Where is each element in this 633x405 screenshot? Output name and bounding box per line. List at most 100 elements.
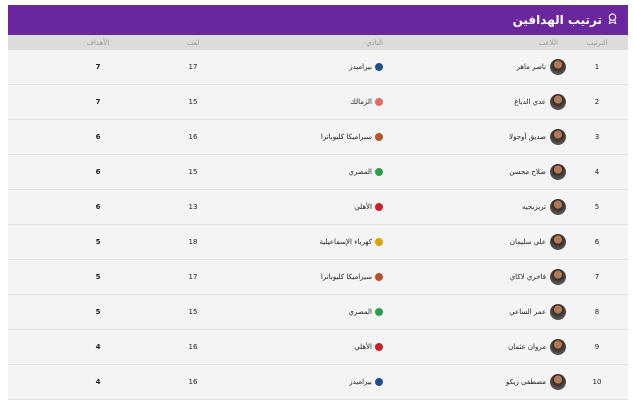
- player[interactable]: ناصر ماهر: [516, 50, 566, 84]
- table-title: ترتيب الهدافين: [8, 5, 628, 35]
- goals: 6: [95, 203, 101, 211]
- club-name[interactable]: المصري: [348, 308, 372, 316]
- player-avatar: [550, 374, 566, 390]
- player[interactable]: تريزيجيه: [522, 190, 566, 224]
- club[interactable]: المصري: [348, 295, 383, 329]
- player[interactable]: فاخري لاكاي: [510, 260, 566, 294]
- club[interactable]: كهرباء الإسماعيلية: [320, 225, 383, 259]
- table-row[interactable]: 4 صلاح محسن المصري 15 6: [8, 155, 628, 190]
- club-logo-icon: [375, 273, 383, 281]
- player[interactable]: عمر الساعي: [509, 295, 566, 329]
- club-name[interactable]: بيراميدز: [349, 63, 372, 71]
- played: 17: [188, 63, 198, 71]
- player-avatar: [550, 59, 566, 75]
- goals: 4: [95, 343, 101, 351]
- club-name[interactable]: كهرباء الإسماعيلية: [319, 238, 372, 246]
- club[interactable]: الزمالك: [350, 85, 383, 119]
- player[interactable]: مروان عثمان: [508, 330, 566, 364]
- goals: 7: [95, 98, 101, 106]
- table-header: الترتيب اللاعب النادي لعب الأهداف: [8, 35, 628, 50]
- club[interactable]: المصري: [348, 155, 383, 189]
- player-name[interactable]: عمر الساعي: [509, 308, 546, 316]
- player-name[interactable]: صديق أوجولا: [509, 133, 546, 141]
- club[interactable]: بيراميدز: [349, 50, 383, 84]
- player-avatar: [550, 129, 566, 145]
- header-goals[interactable]: الأهداف: [86, 38, 110, 47]
- rank: 2: [594, 98, 600, 106]
- club-logo-icon: [375, 378, 383, 386]
- club-logo-icon: [375, 343, 383, 351]
- played: 16: [188, 133, 198, 141]
- club[interactable]: الأهلي: [354, 190, 383, 224]
- played: 18: [188, 238, 198, 246]
- played: 16: [188, 378, 198, 386]
- goals: 7: [95, 63, 101, 71]
- header-rank[interactable]: الترتيب: [586, 38, 608, 47]
- club-name[interactable]: سيراميكا كليوباترا: [320, 273, 372, 281]
- player[interactable]: مصطفى زيكو: [506, 365, 566, 399]
- table-row[interactable]: 7 فاخري لاكاي سيراميكا كليوباترا 17 5: [8, 260, 628, 295]
- player-avatar: [550, 94, 566, 110]
- club-logo-icon: [375, 63, 383, 71]
- player-name[interactable]: مروان عثمان: [508, 343, 546, 351]
- table-row[interactable]: 9 مروان عثمان الأهلي 16 4: [8, 330, 628, 365]
- club-logo-icon: [375, 238, 383, 246]
- player-name[interactable]: عدي الدباغ: [514, 98, 546, 106]
- player[interactable]: عدي الدباغ: [514, 85, 566, 119]
- player-avatar: [550, 164, 566, 180]
- club[interactable]: سيراميكا كليوباترا: [321, 260, 383, 294]
- medal-icon: [607, 13, 618, 27]
- player-name[interactable]: صلاح محسن: [509, 168, 546, 176]
- scorers-table: ترتيب الهدافين الترتيب اللاعب النادي لعب…: [8, 5, 628, 400]
- goals: 5: [95, 308, 101, 316]
- goals: 5: [95, 273, 101, 281]
- player-name[interactable]: تريزيجيه: [522, 203, 546, 211]
- table-row[interactable]: 3 صديق أوجولا سيراميكا كليوباترا 16 6: [8, 120, 628, 155]
- player-name[interactable]: ناصر ماهر: [516, 63, 546, 71]
- played: 13: [188, 203, 198, 211]
- player[interactable]: صلاح محسن: [509, 155, 566, 189]
- club-name[interactable]: سيراميكا كليوباترا: [320, 133, 372, 141]
- rank: 8: [594, 308, 600, 316]
- club-name[interactable]: بيراميدز: [349, 378, 372, 386]
- header-played[interactable]: لعب: [186, 38, 200, 47]
- goals: 6: [95, 133, 101, 141]
- player[interactable]: علي سليمان: [510, 225, 566, 259]
- rank: 9: [594, 343, 600, 351]
- player-name[interactable]: علي سليمان: [509, 238, 546, 246]
- played: 15: [188, 308, 198, 316]
- table-row[interactable]: 2 عدي الدباغ الزمالك 15 7: [8, 85, 628, 120]
- table-row[interactable]: 5 تريزيجيه الأهلي 13 6: [8, 190, 628, 225]
- table-row[interactable]: 10 مصطفى زيكو بيراميدز 16 4: [8, 365, 628, 400]
- table-row[interactable]: 8 عمر الساعي المصري 15 5: [8, 295, 628, 330]
- club[interactable]: سيراميكا كليوباترا: [321, 120, 383, 154]
- player-name[interactable]: فاخري لاكاي: [509, 273, 546, 281]
- player-avatar: [550, 269, 566, 285]
- table-row[interactable]: 6 علي سليمان كهرباء الإسماعيلية 18 5: [8, 225, 628, 260]
- player[interactable]: صديق أوجولا: [509, 120, 566, 154]
- table-row[interactable]: 1 ناصر ماهر بيراميدز 17 7: [8, 50, 628, 85]
- goals: 6: [95, 168, 101, 176]
- club[interactable]: بيراميدز: [349, 365, 383, 399]
- rank: 4: [594, 168, 600, 176]
- club-name[interactable]: المصري: [348, 168, 372, 176]
- rank: 3: [594, 133, 600, 141]
- club-name[interactable]: الأهلي: [354, 203, 372, 211]
- club-name[interactable]: الزمالك: [350, 98, 372, 106]
- played: 16: [188, 343, 198, 351]
- club-logo-icon: [375, 168, 383, 176]
- club-logo-icon: [375, 98, 383, 106]
- goals: 4: [95, 378, 101, 386]
- club-logo-icon: [375, 133, 383, 141]
- club[interactable]: الأهلي: [354, 330, 383, 364]
- header-club[interactable]: النادي: [366, 38, 383, 47]
- rank: 6: [594, 238, 600, 246]
- header-player[interactable]: اللاعب: [538, 38, 558, 47]
- rank: 5: [594, 203, 600, 211]
- club-logo-icon: [375, 308, 383, 316]
- club-name[interactable]: الأهلي: [354, 343, 372, 351]
- rank: 7: [594, 273, 600, 281]
- club-logo-icon: [375, 203, 383, 211]
- player-name[interactable]: مصطفى زيكو: [506, 378, 546, 386]
- played: 17: [188, 273, 198, 281]
